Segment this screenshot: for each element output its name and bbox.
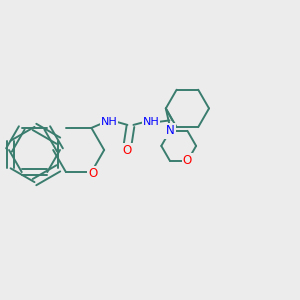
Text: N: N [166, 124, 174, 137]
Text: NH: NH [101, 117, 118, 127]
Text: O: O [183, 154, 192, 167]
Text: O: O [123, 144, 132, 157]
Text: NH: NH [143, 117, 160, 127]
Text: O: O [88, 167, 98, 180]
